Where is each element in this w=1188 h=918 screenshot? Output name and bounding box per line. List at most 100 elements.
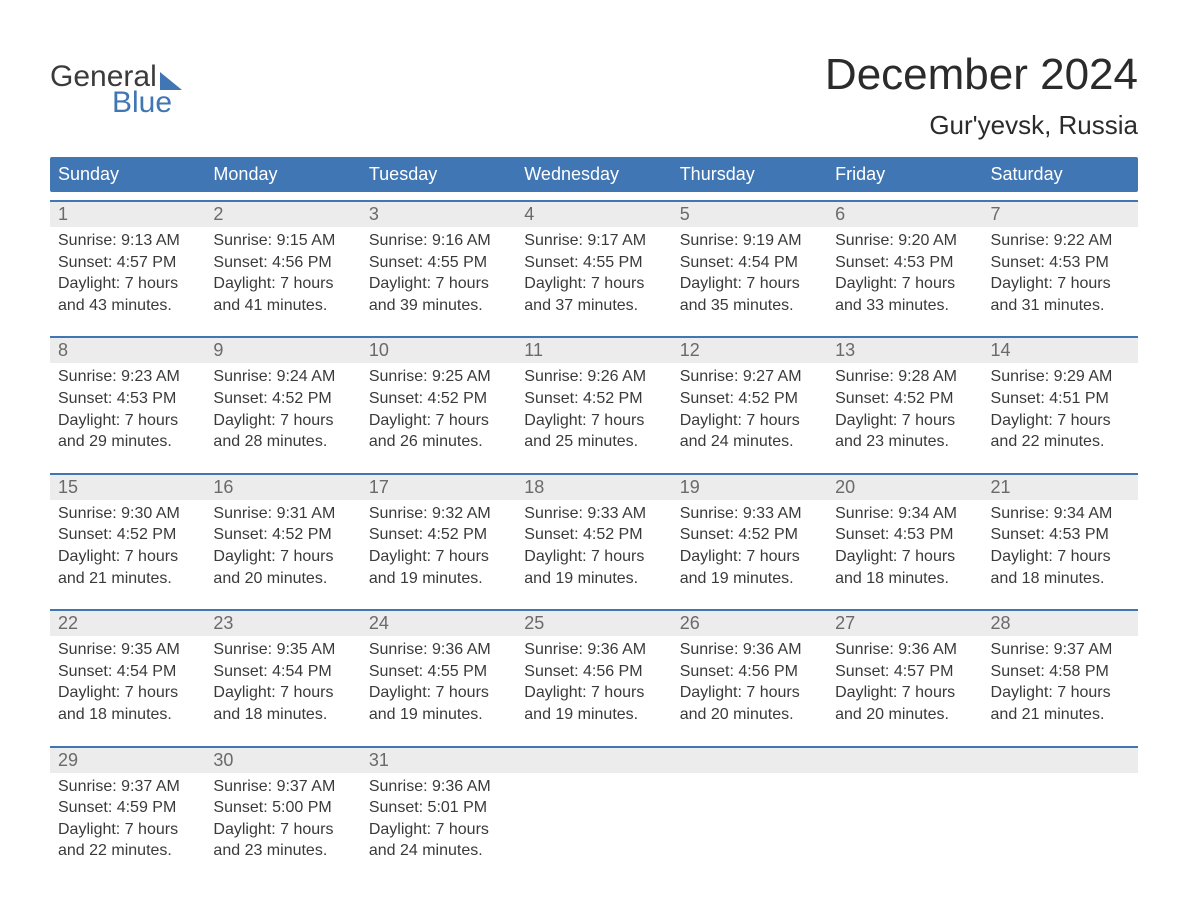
day-details: Sunrise: 9:35 AMSunset: 4:54 PMDaylight:… <box>213 639 352 725</box>
day-cell: 27 Sunrise: 9:36 AMSunset: 4:57 PMDayligh… <box>827 611 982 737</box>
sunrise-line: Sunrise: 9:23 AM <box>58 366 197 388</box>
day-number: 21 <box>991 477 1011 497</box>
day-cell: 7Sunrise: 9:22 AMSunset: 4:53 PMDaylight… <box>983 202 1138 328</box>
day-number: 31 <box>369 750 389 770</box>
daylight-line: Daylight: 7 hours and 24 minutes. <box>369 819 508 862</box>
sunset-line: Sunset: 5:00 PM <box>213 797 352 819</box>
day-details: Sunrise: 9:34 AMSunset: 4:53 PMDaylight:… <box>835 503 974 589</box>
day-number: 30 <box>213 750 233 770</box>
day-details: Sunrise: 9:20 AMSunset: 4:53 PMDaylight:… <box>835 230 974 316</box>
daylight-line: Daylight: 7 hours and 20 minutes. <box>213 546 352 589</box>
daylight-line: Daylight: 7 hours and 35 minutes. <box>680 273 819 316</box>
sunset-line: Sunset: 4:54 PM <box>58 661 197 683</box>
sunset-line: Sunset: 4:52 PM <box>524 524 663 546</box>
sunset-line: Sunset: 4:52 PM <box>213 388 352 410</box>
weekday-header: Sunday <box>50 157 205 192</box>
daylight-line: Daylight: 7 hours and 43 minutes. <box>58 273 197 316</box>
daylight-line: Daylight: 7 hours and 28 minutes. <box>213 410 352 453</box>
day-number: 20 <box>835 477 855 497</box>
day-number: 27 <box>835 613 855 633</box>
day-details: Sunrise: 9:28 AMSunset: 4:52 PMDaylight:… <box>835 366 974 452</box>
day-details: Sunrise: 9:13 AMSunset: 4:57 PMDaylight:… <box>58 230 197 316</box>
day-number: 2 <box>213 204 223 224</box>
day-number: 11 <box>524 340 543 360</box>
day-cell: 24Sunrise: 9:36 AMSunset: 4:55 PMDayligh… <box>361 611 516 737</box>
daylight-line: Daylight: 7 hours and 19 minutes. <box>524 546 663 589</box>
day-details: Sunrise: 9:34 AMSunset: 4:53 PMDaylight:… <box>991 503 1130 589</box>
week-row: 29Sunrise: 9:37 AMSunset: 4:59 PMDayligh… <box>50 746 1138 874</box>
day-number-bar: . <box>827 748 982 773</box>
day-number-bar: 10 <box>361 338 516 363</box>
day-cell: 30 Sunrise: 9:37 AMSunset: 5:00 PMDayligh… <box>205 748 360 874</box>
daylight-line: Daylight: 7 hours and 22 minutes. <box>58 819 197 862</box>
sunset-line: Sunset: 4:52 PM <box>680 524 819 546</box>
day-number: 25 <box>524 613 544 633</box>
sunrise-line: Sunrise: 9:36 AM <box>369 776 508 798</box>
day-details: Sunrise: 9:25 AMSunset: 4:52 PMDaylight:… <box>369 366 508 452</box>
day-details: Sunrise: 9:30 AMSunset: 4:52 PMDaylight:… <box>58 503 197 589</box>
day-cell: . <box>827 748 982 874</box>
day-cell: 23Sunrise: 9:35 AMSunset: 4:54 PMDayligh… <box>205 611 360 737</box>
daylight-line: Daylight: 7 hours and 23 minutes. <box>835 410 974 453</box>
day-details: Sunrise: 9:37 AMSunset: 5:00 PMDaylight:… <box>213 776 352 862</box>
sunrise-line: Sunrise: 9:36 AM <box>524 639 663 661</box>
sunset-line: Sunset: 5:01 PM <box>369 797 508 819</box>
day-number: 16 <box>213 477 233 497</box>
day-details: Sunrise: 9:37 AMSunset: 4:59 PMDaylight:… <box>58 776 197 862</box>
daylight-line: Daylight: 7 hours and 23 minutes. <box>213 819 352 862</box>
sunset-line: Sunset: 4:55 PM <box>369 252 508 274</box>
day-cell: 9 Sunrise: 9:24 AMSunset: 4:52 PMDaylight… <box>205 338 360 464</box>
week-row: 22Sunrise: 9:35 AMSunset: 4:54 PMDayligh… <box>50 609 1138 737</box>
day-number: 6 <box>835 204 845 224</box>
day-details: Sunrise: 9:33 AMSunset: 4:52 PMDaylight:… <box>680 503 819 589</box>
day-cell: 19 Sunrise: 9:33 AMSunset: 4:52 PMDayligh… <box>672 475 827 601</box>
sunrise-line: Sunrise: 9:36 AM <box>680 639 819 661</box>
day-number: 3 <box>369 204 379 224</box>
day-number-bar: 9 <box>205 338 360 363</box>
day-number: 9 <box>213 340 223 360</box>
week-row: 8Sunrise: 9:23 AMSunset: 4:53 PMDaylight… <box>50 336 1138 464</box>
day-details: Sunrise: 9:35 AMSunset: 4:54 PMDaylight:… <box>58 639 197 725</box>
day-details: Sunrise: 9:15 AMSunset: 4:56 PMDaylight:… <box>213 230 352 316</box>
day-details: Sunrise: 9:24 AMSunset: 4:52 PMDaylight:… <box>213 366 352 452</box>
day-number: 10 <box>369 340 389 360</box>
sunrise-line: Sunrise: 9:31 AM <box>213 503 352 525</box>
sunset-line: Sunset: 4:52 PM <box>213 524 352 546</box>
day-cell: 28Sunrise: 9:37 AMSunset: 4:58 PMDayligh… <box>983 611 1138 737</box>
sunset-line: Sunset: 4:57 PM <box>58 252 197 274</box>
day-number-bar: 18 <box>516 475 671 500</box>
day-cell: 25Sunrise: 9:36 AMSunset: 4:56 PMDayligh… <box>516 611 671 737</box>
day-number-bar: 12 <box>672 338 827 363</box>
day-number-bar: 15 <box>50 475 205 500</box>
day-details: Sunrise: 9:17 AMSunset: 4:55 PMDaylight:… <box>524 230 663 316</box>
daylight-line: Daylight: 7 hours and 18 minutes. <box>58 682 197 725</box>
sunset-line: Sunset: 4:51 PM <box>991 388 1130 410</box>
day-number-bar: 30 <box>205 748 360 773</box>
sunrise-line: Sunrise: 9:19 AM <box>680 230 819 252</box>
day-details: Sunrise: 9:36 AMSunset: 4:57 PMDaylight:… <box>835 639 974 725</box>
day-number-bar: 14 <box>983 338 1138 363</box>
day-number: 18 <box>524 477 544 497</box>
daylight-line: Daylight: 7 hours and 19 minutes. <box>524 682 663 725</box>
day-number-bar: 19 <box>672 475 827 500</box>
day-details: Sunrise: 9:36 AMSunset: 4:55 PMDaylight:… <box>369 639 508 725</box>
daylight-line: Daylight: 7 hours and 20 minutes. <box>835 682 974 725</box>
sunset-line: Sunset: 4:54 PM <box>213 661 352 683</box>
day-cell: 10 Sunrise: 9:25 AMSunset: 4:52 PMDayligh… <box>361 338 516 464</box>
day-number: 26 <box>680 613 700 633</box>
daylight-line: Daylight: 7 hours and 33 minutes. <box>835 273 974 316</box>
week-row: 15 Sunrise: 9:30 AMSunset: 4:52 PMDayligh… <box>50 473 1138 601</box>
sunrise-line: Sunrise: 9:35 AM <box>58 639 197 661</box>
daylight-line: Daylight: 7 hours and 20 minutes. <box>680 682 819 725</box>
weekday-header: Thursday <box>672 157 827 192</box>
sunrise-line: Sunrise: 9:37 AM <box>213 776 352 798</box>
day-cell: 20 Sunrise: 9:34 AMSunset: 4:53 PMDayligh… <box>827 475 982 601</box>
daylight-line: Daylight: 7 hours and 41 minutes. <box>213 273 352 316</box>
day-cell: 29Sunrise: 9:37 AMSunset: 4:59 PMDayligh… <box>50 748 205 874</box>
week-row: 1Sunrise: 9:13 AMSunset: 4:57 PMDaylight… <box>50 200 1138 328</box>
sunrise-line: Sunrise: 9:16 AM <box>369 230 508 252</box>
sunrise-line: Sunrise: 9:13 AM <box>58 230 197 252</box>
header-region: General Blue December 2024 Gur'yevsk, Ru… <box>50 30 1138 147</box>
daylight-line: Daylight: 7 hours and 21 minutes. <box>58 546 197 589</box>
sunset-line: Sunset: 4:52 PM <box>680 388 819 410</box>
